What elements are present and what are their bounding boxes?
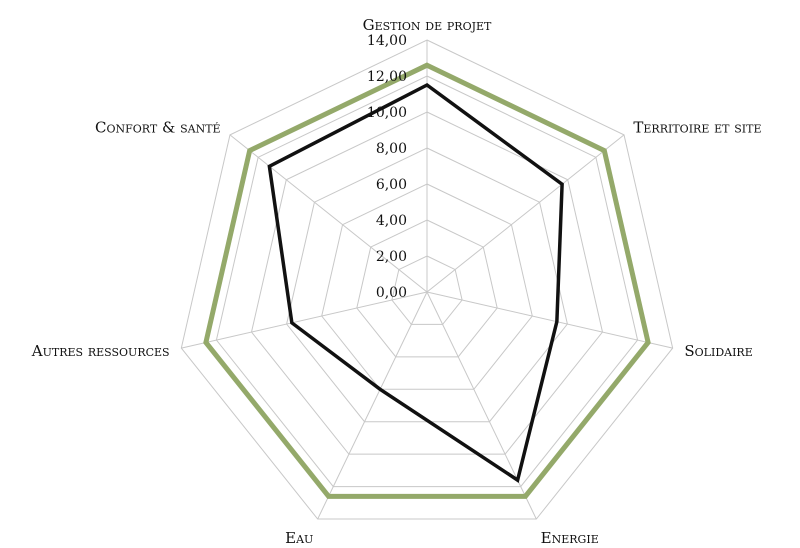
category-label: Territoire et site [633, 118, 761, 136]
grid-ring [391, 255, 463, 325]
series-1-line [203, 62, 651, 499]
axis-spoke [426, 134, 625, 293]
grid-ring [321, 183, 533, 390]
axis-spoke [426, 291, 673, 349]
tick-label: 4,00 [376, 213, 407, 229]
tick-label: 6,00 [376, 177, 407, 193]
grid-ring [250, 111, 604, 455]
tick-label: 10,00 [367, 105, 407, 121]
axis-spoke [426, 291, 537, 520]
series-2-line [267, 82, 564, 483]
axis-spoke [181, 291, 428, 349]
tick-label: 12,00 [367, 69, 407, 85]
category-label: Gestion de projet [363, 16, 492, 34]
series-group [203, 62, 651, 499]
category-label: Autres ressources [31, 342, 170, 360]
category-label: Energie [541, 529, 599, 547]
tick-label: 14,00 [367, 33, 407, 49]
tick-labels: 0,00 2,00 4,00 6,00 8,00 10,00 12,00 14,00 [367, 33, 407, 301]
grid-ring [215, 75, 639, 488]
category-label: Solidaire [684, 342, 752, 360]
grid-ring [356, 219, 498, 358]
tick-label: 0,00 [376, 285, 407, 301]
category-labels: Gestion de projet Territoire et site Solid… [31, 16, 762, 547]
grid-ring [180, 39, 674, 520]
grid [180, 39, 674, 520]
category-label: Eau [285, 529, 313, 547]
axis-spoke [317, 291, 428, 520]
axis-spoke [229, 134, 428, 293]
tick-label: 8,00 [376, 141, 407, 157]
category-label: Confort & santé [95, 118, 221, 136]
tick-label: 2,00 [376, 249, 407, 265]
